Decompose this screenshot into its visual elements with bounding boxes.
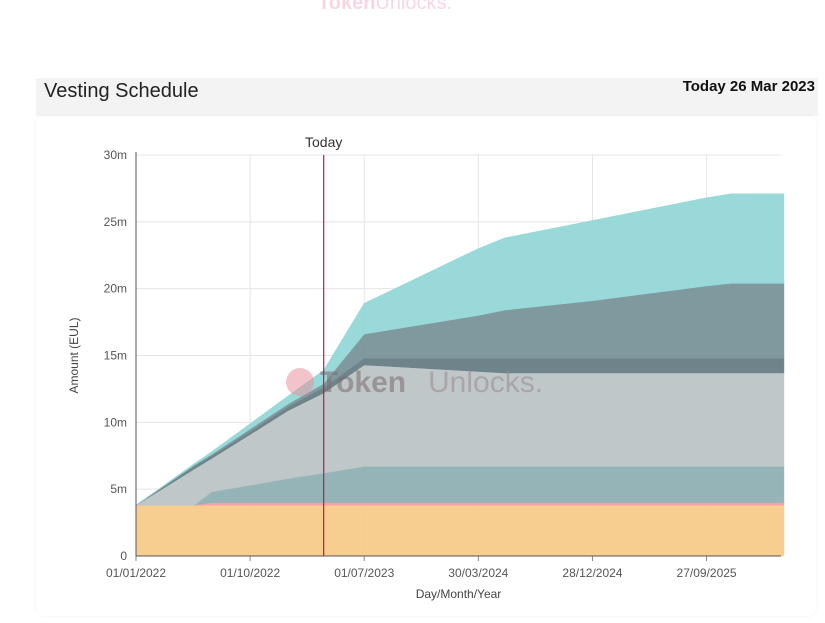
brand-logo-light-text: Unlocks. xyxy=(375,0,453,14)
chart-title: Vesting Schedule xyxy=(44,80,199,102)
x-tick-label: 01/07/2023 xyxy=(334,566,394,580)
y-tick-label: 0 xyxy=(120,549,127,563)
watermark: Token Unlocks. xyxy=(286,366,543,399)
y-tick-label: 15m xyxy=(104,349,127,363)
y-tick-label: 25m xyxy=(104,215,127,229)
x-tick-label: 01/01/2022 xyxy=(106,566,166,580)
watermark-lock-icon xyxy=(286,368,314,396)
x-tick-label: 27/09/2025 xyxy=(677,566,737,580)
y-tick-label: 10m xyxy=(104,415,127,429)
watermark-text-light: Unlocks. xyxy=(428,366,543,399)
y-tick-label: 30m xyxy=(104,148,127,162)
today-label: Today xyxy=(305,134,342,150)
area-series-0 xyxy=(135,504,785,557)
x-tick-label: 30/03/2024 xyxy=(448,566,508,580)
y-axis-title: Amount (EUL) xyxy=(67,317,81,393)
brand-logo-bold-text: Token xyxy=(318,0,376,14)
x-tick-label: 28/12/2024 xyxy=(562,566,622,580)
today-date-label: Today 26 Mar 2023 xyxy=(682,78,815,95)
header-bar xyxy=(36,78,818,116)
axes: 01/01/2022 01/10/2022 01/07/2023 30/03/2024… xyxy=(104,148,781,580)
y-tick-label: 5m xyxy=(110,482,127,496)
y-tick-label: 20m xyxy=(104,282,127,296)
x-tick-label: 01/10/2022 xyxy=(220,566,280,580)
today-marker: Today xyxy=(305,134,342,556)
x-axis-title: Day/Month/Year xyxy=(416,587,502,601)
watermark-text-bold: Token xyxy=(320,366,406,399)
vesting-areas xyxy=(134,193,785,557)
brand-logo: TokenUnlocks. xyxy=(318,0,452,15)
area-series-1 xyxy=(136,502,785,506)
